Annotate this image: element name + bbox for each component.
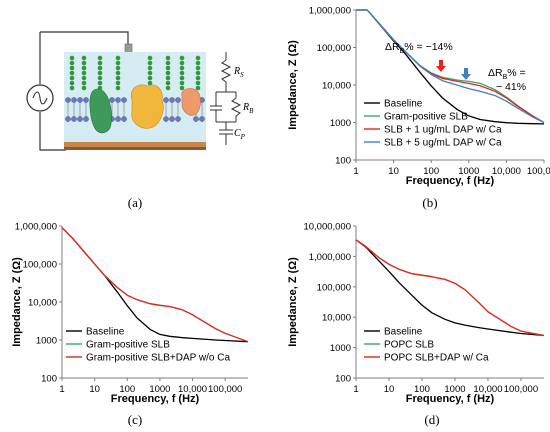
legend-label-2: SLB + 1 ug/mL DAP w/ Ca — [384, 125, 502, 136]
y-tick-label: 1,000,000 — [309, 6, 351, 17]
red-arrow-icon — [436, 60, 446, 72]
y-tick-label: 100 — [41, 374, 57, 385]
x-tick-label: 10,000 — [492, 166, 521, 177]
y-tick-label: 1000 — [330, 343, 351, 354]
x-tick-label: 100,000 — [527, 166, 550, 177]
chart-b: 100 1000 10,000 100,000 1,000,000 1 10 100 1000 1… — [287, 6, 550, 188]
x-tick-label: 100 — [414, 384, 430, 395]
y-axis-label: Impedance, Z (Ω) — [287, 40, 299, 130]
x-tick-label: 100 — [423, 166, 439, 177]
x-tick-label: 10 — [388, 166, 399, 177]
panel-label-d: (d) — [424, 412, 439, 427]
panel-a-schematic: RS RB CP — [26, 31, 254, 151]
protein-yellow — [130, 84, 164, 129]
delta-rb-41-value: − 41% — [496, 81, 526, 93]
x-tick-label: 1 — [353, 166, 358, 177]
legend-label-0: Baseline — [384, 327, 423, 338]
label-rs: RS — [233, 66, 244, 79]
x-tick-label: 1000 — [444, 384, 465, 395]
sine-icon — [32, 91, 48, 105]
series-line-2 — [355, 239, 545, 337]
y-tick-label: 100 — [335, 374, 351, 385]
x-tick-label: 100,000 — [504, 384, 538, 395]
x-tick-label: 100,000 — [208, 384, 242, 395]
gold-substrate — [64, 142, 206, 147]
protein-orange — [181, 88, 201, 116]
lipid-tails — [67, 103, 203, 116]
legend-label-0: Baseline — [86, 327, 125, 338]
y-tick-label: 100 — [335, 156, 351, 167]
delta-rb-14: ΔRB% = −14% — [385, 41, 453, 55]
y-axis-label: Impedance, Z (Ω) — [11, 257, 23, 347]
legend-label-2: Gram-positive SLB+DAP w/o Ca — [86, 353, 230, 364]
circuit-wire — [40, 31, 129, 48]
panel-b-annotations: ΔRB% = −14% ΔRB% = − 41% — [385, 41, 526, 93]
delta-rb-41: ΔRB% = — [488, 67, 526, 81]
x-tick-label: 10,000 — [178, 384, 207, 395]
circuit-wire-bottom — [39, 112, 66, 151]
x-tick-label: 10 — [384, 384, 395, 395]
series-line-3 — [356, 9, 545, 124]
y-tick-label: 100,000 — [317, 43, 351, 54]
y-tick-label: 100,000 — [317, 282, 351, 293]
label-rb: RB — [242, 102, 254, 115]
x-axis-label: Frequency, f (Hz) — [406, 393, 495, 405]
series-line-0 — [61, 227, 249, 343]
label-cp: CP — [234, 128, 246, 141]
substrate-base — [64, 147, 206, 150]
x-axis-label: Frequency, f (Hz) — [406, 175, 495, 187]
lipid-heads-lower — [65, 116, 205, 122]
x-tick-label: 10,000 — [473, 384, 502, 395]
x-axis-label: Frequency, f (Hz) — [111, 393, 200, 405]
legend-label-1: POPC SLB — [384, 340, 434, 351]
panel-label-b: (b) — [422, 195, 437, 210]
x-tick-label: 10 — [89, 384, 100, 395]
panel-label-c: (c) — [128, 412, 142, 427]
x-tick-label: 100 — [119, 384, 135, 395]
x-tick-label: 1000 — [458, 166, 479, 177]
x-tick-label: 1 — [353, 384, 358, 395]
legend-label-3: SLB + 5 ug/mL DAP w/ Ca — [384, 138, 502, 149]
y-tick-label: 10,000 — [322, 313, 351, 324]
y-tick-label: 10,000,000 — [303, 222, 351, 233]
protein-green — [89, 88, 112, 134]
x-tick-label: 1000 — [149, 384, 170, 395]
legend-label-1: Gram-positive SLB — [86, 340, 170, 351]
legend-label-1: Gram-positive SLB — [384, 112, 468, 123]
series-line-0 — [355, 239, 545, 337]
y-tick-label: 1,000,000 — [309, 252, 351, 263]
equivalent-circuit — [210, 52, 242, 145]
y-tick-label: 100,000 — [23, 260, 57, 271]
y-axis-label: Impedance, Z (Ω) — [287, 257, 299, 347]
chart-d: 100100010,000100,0001,000,00010,000,0001… — [287, 222, 545, 405]
legend-label-2: POPC SLB+DAP w/ Ca — [384, 353, 489, 364]
panel-label-a: (a) — [128, 195, 142, 210]
series-line-2 — [61, 227, 249, 343]
blue-arrow-icon — [461, 68, 471, 80]
y-tick-label: 1,000,000 — [15, 222, 57, 233]
x-tick-label: 1 — [59, 384, 64, 395]
y-tick-label: 10,000 — [322, 81, 351, 92]
polymer-chains — [69, 55, 201, 91]
y-tick-label: 1000 — [330, 118, 351, 129]
series-line-1 — [61, 227, 249, 343]
y-tick-label: 1000 — [36, 336, 57, 347]
y-tick-label: 10,000 — [28, 298, 57, 309]
legend-label-0: Baseline — [384, 99, 423, 110]
